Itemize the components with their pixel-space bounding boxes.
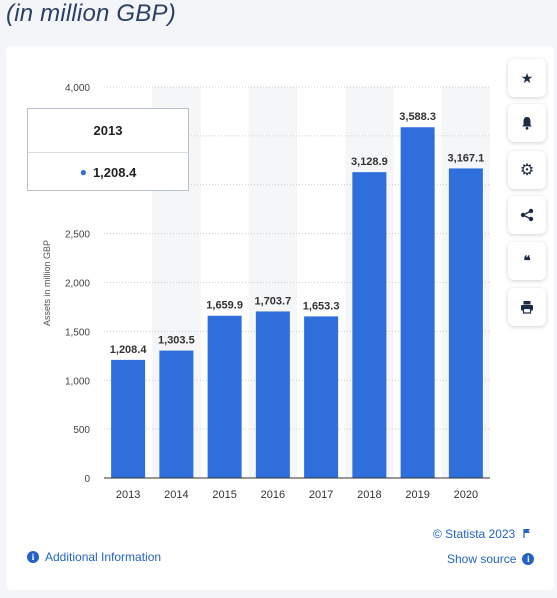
bar: [159, 350, 194, 478]
bar: [448, 168, 483, 479]
y-tick-label: 4,000: [65, 83, 90, 94]
y-axis-title: Assets in million GBP: [42, 240, 52, 326]
x-tick-label: 2018: [357, 489, 381, 501]
bar-value-label: 1,653.3: [303, 300, 340, 312]
bar-value-label: 3,167.1: [448, 152, 485, 164]
y-tick-label: 1,000: [65, 376, 90, 387]
x-tick-label: 2014: [164, 489, 188, 501]
print-icon: [521, 301, 533, 314]
bar: [400, 127, 435, 478]
quote-icon: ❝: [523, 253, 531, 268]
share-icon: [520, 208, 534, 222]
copyright-text: © Statista 2023: [433, 527, 531, 541]
tooltip-value-row: ● 1,208.4: [28, 153, 188, 191]
share-button[interactable]: [508, 196, 546, 234]
x-tick-label: 2017: [309, 489, 333, 501]
additional-information-label: Additional Information: [45, 550, 162, 564]
show-source-link[interactable]: Show source i: [447, 552, 535, 566]
chart-tooltip: 2013 ● 1,208.4: [27, 108, 189, 191]
copyright-label: © Statista 2023: [433, 527, 516, 541]
additional-information-link[interactable]: i Additional Information: [27, 550, 161, 564]
y-tick-label: 0: [84, 474, 90, 485]
bar-value-label: 1,703.7: [255, 295, 292, 307]
star-icon: ★: [520, 69, 534, 86]
y-tick-label: 2,000: [65, 279, 90, 290]
series-dot-icon: ●: [79, 165, 87, 179]
x-tick-label: 2013: [116, 489, 140, 501]
bar: [111, 359, 146, 478]
y-tick-label: 1,500: [65, 327, 90, 338]
settings-button[interactable]: ⚙: [508, 151, 546, 189]
gear-icon: ⚙: [519, 162, 535, 179]
info-icon: i: [27, 551, 39, 563]
bar-value-label: 3,128.9: [351, 156, 388, 168]
tooltip-value: 1,208.4: [92, 164, 137, 180]
bar: [255, 311, 290, 478]
bar: [304, 316, 339, 478]
y-tick-label: 500: [73, 425, 90, 436]
x-tick-label: 2015: [212, 489, 236, 501]
x-tick-label: 2019: [405, 489, 429, 501]
print-button[interactable]: [508, 288, 546, 326]
bar-value-label: 3,588.3: [399, 111, 436, 123]
tooltip-year: 2013: [28, 109, 188, 153]
cite-button[interactable]: ❝: [508, 242, 546, 280]
show-source-label: Show source: [447, 552, 517, 566]
bar-value-label: 1,208.4: [110, 344, 148, 356]
bar: [352, 172, 387, 478]
bar: [207, 315, 242, 478]
x-tick-label: 2016: [261, 489, 285, 501]
bell-icon: [522, 117, 532, 130]
page-title: (in million GBP): [6, 0, 176, 27]
info-icon: i: [522, 553, 535, 565]
x-tick-label: 2020: [454, 489, 478, 501]
bar-value-label: 1,303.5: [158, 335, 195, 347]
flag-icon: [522, 529, 530, 538]
notification-button[interactable]: [508, 104, 546, 142]
y-tick-label: 2,500: [65, 230, 90, 241]
favorite-button[interactable]: ★: [508, 59, 546, 97]
bar-value-label: 1,659.9: [206, 300, 243, 312]
